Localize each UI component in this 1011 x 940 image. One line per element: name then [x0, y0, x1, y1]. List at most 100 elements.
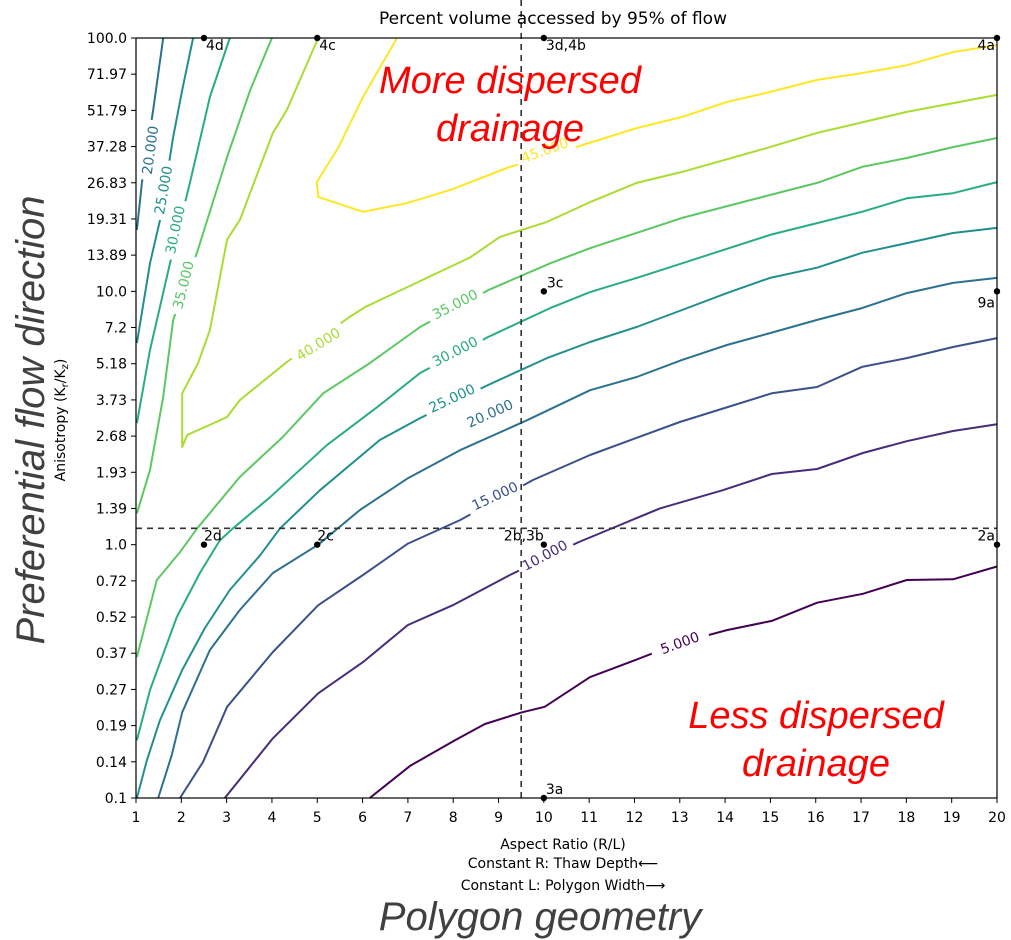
- x-tick-label: 3: [222, 810, 231, 826]
- y-tick-label: 10.0: [96, 284, 127, 300]
- data-points: 4d 4c 3d,4b 4a 3c 9a 2d 2c 2b,3b 2a 3a: [200, 34, 1001, 802]
- x-tick-label: 8: [449, 810, 458, 826]
- contour-label-bg: [287, 319, 349, 369]
- y-tick-label: 0.1: [105, 791, 127, 807]
- contour-label-20: 20.000: [135, 118, 165, 182]
- data-point-label: 4c: [319, 38, 336, 54]
- y-axis-label-main: Anisotropy (K: [53, 387, 69, 482]
- contour-line-30-piece-0: [135, 181, 998, 741]
- data-point-label: 3a: [546, 782, 564, 798]
- y-tick-label: 37.28: [87, 140, 127, 156]
- x-tick-label: 4: [267, 810, 276, 826]
- y-tick-label: 2.68: [96, 429, 127, 445]
- annotation-more-dispersed-line1: More dispersed: [379, 60, 643, 102]
- y-tick-label: 71.97: [87, 67, 127, 83]
- data-point-label: 2b,3b: [504, 529, 544, 545]
- y-tick-label: 0.14: [96, 755, 127, 771]
- y-tick-label: 13.89: [87, 248, 127, 264]
- data-point-label: 3d,4b: [546, 38, 586, 54]
- annotation-more-dispersed-line2: drainage: [436, 108, 584, 150]
- y-tick-label: 26.83: [87, 176, 127, 192]
- x-tick-label: 1: [132, 810, 141, 826]
- data-point-2d: [200, 541, 208, 548]
- y-tick-label: 1.39: [96, 501, 127, 517]
- y-tick-label: 3.73: [96, 393, 127, 409]
- x-tick-label: 10: [535, 810, 553, 826]
- x-axis-note-polygon-width: Constant L: Polygon Width⟶: [461, 878, 666, 894]
- y-tick-label: 0.27: [96, 682, 127, 698]
- x-axis-label: Aspect Ratio (R/L): [500, 837, 626, 853]
- y-tick-label: 1.0: [105, 538, 127, 554]
- y-axis-label-sub-r: r: [60, 382, 71, 387]
- data-point-2c: [314, 541, 321, 548]
- reference-lines: [136, 0, 997, 798]
- contour-line-45-piece-0: [315, 37, 998, 213]
- y-axis-ticks: 100.0 71.97 51.79 37.28 26.83 19.31 13.89 10.0 7…: [87, 31, 136, 807]
- x-tick-label: 7: [403, 810, 412, 826]
- y-big-label: Preferential flow direction: [9, 195, 53, 644]
- data-point-label: 4a: [978, 38, 996, 54]
- x-axis-note-thaw-depth: Constant R: Thaw Depth⟵: [468, 856, 658, 872]
- data-point-label: 9a: [978, 295, 996, 311]
- contour-label-bg: [513, 532, 576, 579]
- y-tick-label: 1.93: [96, 465, 127, 481]
- contour-line-40-piece-0: [181, 37, 998, 448]
- x-tick-label: 18: [897, 810, 915, 826]
- data-point-label: 3c: [547, 275, 564, 291]
- contour-line-25-piece-0: [135, 226, 998, 799]
- x-tick-label: 15: [762, 810, 780, 826]
- contour-label-bg: [423, 281, 487, 327]
- contour-line-10-piece-0: [224, 423, 998, 799]
- annotation-less-dispersed-line2: drainage: [742, 743, 890, 785]
- x-tick-label: 6: [358, 810, 367, 826]
- contour-label-bg: [423, 328, 487, 374]
- contour-label-text: 20.000: [140, 125, 163, 176]
- y-tick-label: 7.2: [105, 321, 127, 337]
- y-tick-label: 0.72: [96, 574, 127, 590]
- contour-line-20-piece-0: [157, 276, 998, 799]
- contour-label-bg: [135, 118, 165, 182]
- data-point-2b,3b: [540, 541, 548, 548]
- annotation-less-dispersed-line1: Less dispersed: [688, 695, 945, 737]
- contour-label-bg: [458, 391, 522, 435]
- chart-title: Percent volume accessed by 95% of flow: [379, 9, 727, 29]
- contour-line-35-piece-0: [135, 137, 998, 658]
- contour-label-bg: [463, 474, 527, 518]
- y-tick-label: 0.19: [96, 719, 127, 735]
- contour-label-bg: [158, 198, 191, 262]
- x-tick-label: 9: [494, 810, 503, 826]
- contour-label-bg: [648, 623, 712, 663]
- data-point-label: 2d: [204, 529, 222, 545]
- y-axis-label-mid: /K: [53, 369, 69, 384]
- x-tick-label: 5: [313, 810, 322, 826]
- x-tick-label: 11: [580, 810, 598, 826]
- contour-line-15-piece-0: [179, 337, 998, 799]
- y-tick-label: 0.37: [96, 646, 127, 662]
- x-axis-ticks: 1 2 3 4 5 6 7 8 9 10 11 12 13 14 15 16 17 18 19 20: [132, 798, 1006, 826]
- data-point-label: 2c: [317, 529, 334, 545]
- contour-label-bg: [513, 130, 577, 170]
- y-axis-label-end: ): [53, 359, 69, 364]
- x-tick-label: 16: [807, 810, 825, 826]
- y-axis-label: Anisotropy (Kr/Kz): [53, 359, 71, 482]
- x-tick-label: 13: [671, 810, 689, 826]
- y-axis-label-sub-z: z: [60, 364, 71, 369]
- x-tick-label: 20: [988, 810, 1006, 826]
- x-tick-label: 2: [177, 810, 186, 826]
- x-tick-label: 17: [852, 810, 870, 826]
- data-point-label: 4d: [206, 38, 224, 54]
- x-tick-label: 19: [943, 810, 961, 826]
- contour-label-bg: [420, 376, 484, 420]
- y-tick-label: 0.52: [96, 610, 127, 626]
- data-point-3c: [540, 288, 548, 295]
- x-tick-label: 14: [716, 810, 734, 826]
- y-tick-label: 51.79: [87, 103, 127, 119]
- y-tick-label: 5.18: [96, 357, 127, 373]
- plot-frame: [135, 37, 998, 799]
- contour-label-bg: [148, 158, 179, 222]
- data-point-label: 2a: [978, 529, 996, 545]
- y-tick-label: 100.0: [87, 31, 127, 47]
- y-tick-label: 19.31: [87, 212, 127, 228]
- x-big-label: Polygon geometry: [379, 895, 704, 939]
